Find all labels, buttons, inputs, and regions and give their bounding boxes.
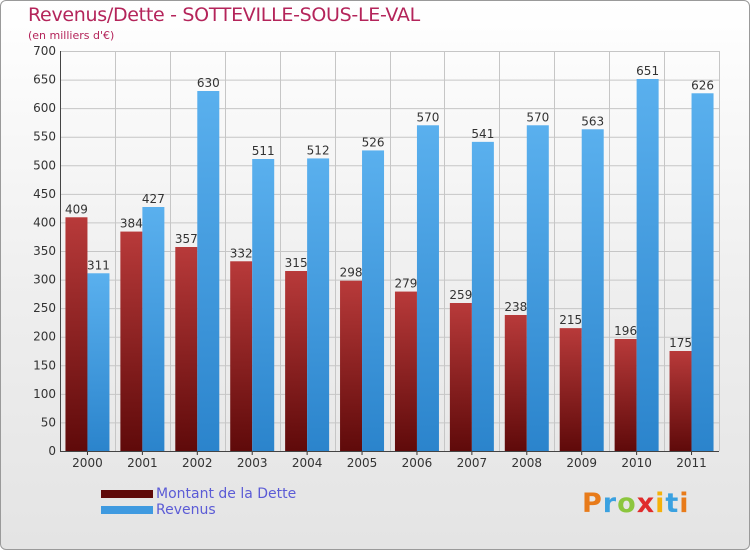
revenue-bar [581, 129, 604, 452]
x-tick-label: 2004 [292, 456, 323, 470]
x-tick-label: 2006 [402, 456, 433, 470]
debt-bar [449, 303, 472, 451]
revenue-value-label: 511 [252, 144, 275, 158]
revenue-bar [252, 159, 275, 451]
debt-value-label: 259 [449, 288, 472, 302]
debt-value-label: 215 [559, 313, 582, 327]
debt-value-label: 315 [285, 256, 308, 270]
chart-title: Revenus/Dette - SOTTEVILLE-SOUS-LE-VAL [28, 4, 420, 26]
revenue-bar [362, 150, 385, 451]
revenue-bar [307, 158, 330, 451]
revenue-value-label: 526 [362, 135, 385, 149]
logo-letter: r [602, 488, 618, 519]
logo-letter: x [636, 488, 656, 519]
revenue-bar [197, 91, 220, 451]
debt-value-label: 175 [669, 336, 692, 350]
y-tick-label: 500 [33, 158, 56, 172]
debt-value-label: 384 [120, 217, 143, 231]
x-tick-label: 2011 [676, 456, 707, 470]
revenue-value-label: 427 [142, 192, 165, 206]
revenue-bar [691, 93, 714, 452]
debt-bar [559, 328, 582, 451]
debt-value-label: 298 [340, 266, 363, 280]
revenue-value-label: 570 [526, 110, 549, 124]
y-tick-label: 650 [33, 73, 56, 87]
x-tick-label: 2010 [621, 456, 652, 470]
logo-letter: t [665, 488, 680, 519]
revenue-bar [142, 207, 165, 451]
bars [65, 79, 714, 452]
data-labels: 409 311 384 427 357 630 332 511 315 512 298 526 279 5… [65, 64, 714, 350]
y-tick-label: 50 [41, 415, 56, 429]
revenue-value-label: 563 [581, 114, 604, 128]
y-tick-label: 400 [33, 215, 56, 229]
debt-bar [504, 315, 527, 451]
logo-letter: i [679, 488, 690, 519]
revenue-value-label: 541 [471, 127, 494, 141]
logo-letter: i [655, 488, 666, 519]
revenue-bar [471, 141, 494, 451]
revenue-bar [636, 79, 659, 451]
y-tick-label: 250 [33, 301, 56, 315]
proxiti-logo: Proxiti [582, 488, 690, 519]
revenue-value-label: 626 [691, 78, 714, 92]
x-tick-label: 2000 [72, 456, 103, 470]
revenue-bar [526, 125, 549, 452]
debt-bar [175, 247, 198, 451]
x-tick-label: 2009 [566, 456, 597, 470]
y-tick-label: 350 [33, 244, 56, 258]
debt-bar [669, 351, 692, 451]
x-tick-label: 2008 [512, 456, 543, 470]
debt-bar [394, 291, 417, 451]
y-tick-label: 550 [33, 130, 56, 144]
debt-value-label: 238 [504, 300, 527, 314]
revenue-bar [87, 273, 110, 451]
y-tick-label: 200 [33, 330, 56, 344]
x-tick-label: 2002 [182, 456, 213, 470]
revenue-value-label: 311 [87, 258, 110, 272]
revenue-bar [416, 125, 439, 452]
revenue-value-label: 570 [417, 110, 440, 124]
debt-bar [285, 271, 308, 451]
x-tick-label: 2003 [237, 456, 268, 470]
legend-swatch-debt [101, 490, 153, 498]
debt-bar [230, 261, 253, 451]
revenue-value-label: 630 [197, 76, 220, 90]
legend-label-debt: Montant de la Dette [156, 486, 297, 502]
debt-bar [340, 280, 363, 451]
x-tick-label: 2007 [457, 456, 488, 470]
y-tick-label: 0 [48, 444, 56, 458]
logo-letter: o [617, 488, 637, 519]
legend-label-revenue: Revenus [156, 502, 216, 518]
debt-value-label: 409 [65, 202, 88, 216]
chart-subtitle: (en milliers d'€) [28, 29, 115, 42]
debt-value-label: 196 [614, 324, 637, 338]
debt-value-label: 279 [395, 277, 418, 291]
y-tick-label: 100 [33, 387, 56, 401]
axes: 0 50 100 150 200 250 300 350 400 450 500 550 600 650 7… [33, 44, 719, 470]
debt-bar [120, 231, 143, 451]
y-tick-label: 450 [33, 187, 56, 201]
legend-swatch-revenue [101, 506, 153, 514]
revenue-value-label: 651 [636, 64, 659, 78]
y-tick-label: 600 [33, 101, 56, 115]
y-tick-label: 300 [33, 273, 56, 287]
debt-value-label: 332 [230, 246, 253, 260]
x-tick-label: 2001 [127, 456, 158, 470]
debt-bar [614, 339, 637, 451]
y-tick-label: 150 [33, 358, 56, 372]
y-tick-label: 700 [33, 44, 56, 58]
debt-bar [65, 217, 88, 451]
revenue-value-label: 512 [307, 143, 330, 157]
logo-letter: P [582, 488, 603, 519]
x-tick-label: 2005 [347, 456, 378, 470]
debt-value-label: 357 [175, 232, 198, 246]
